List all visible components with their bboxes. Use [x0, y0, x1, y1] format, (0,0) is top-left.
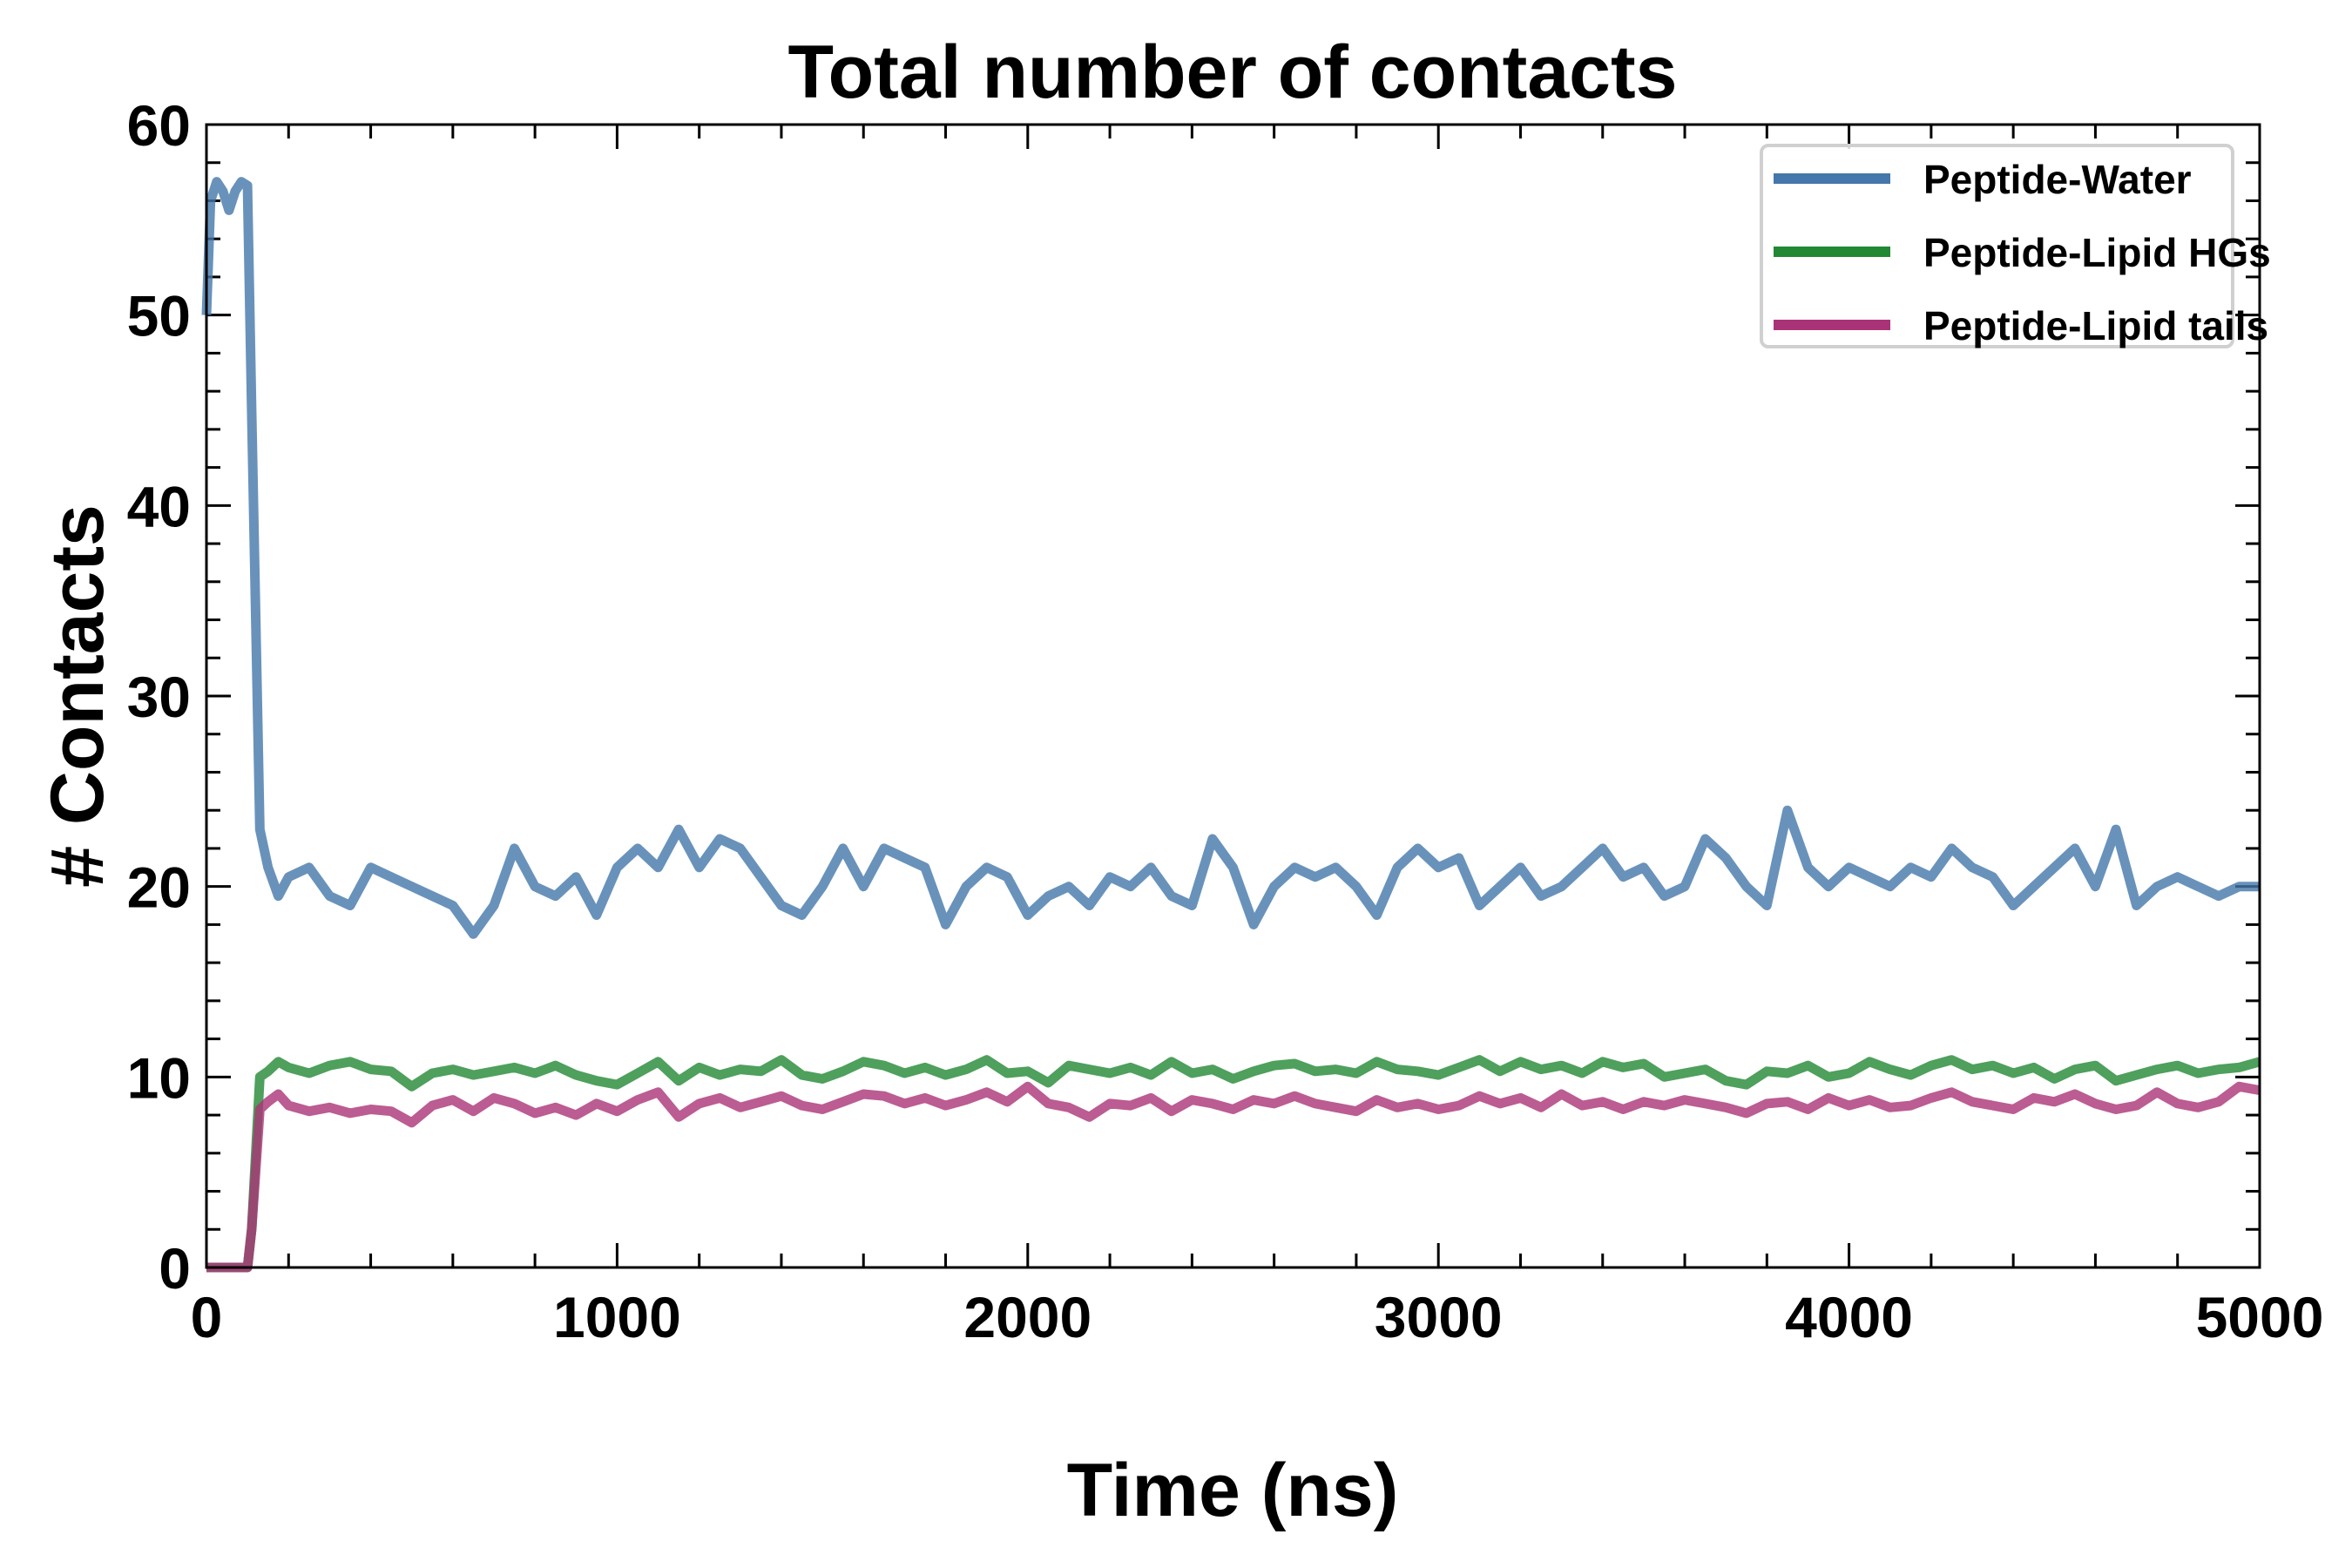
x-axis-label: Time (ns) [1067, 1449, 1399, 1532]
y-tick-label: 10 [127, 1045, 191, 1110]
x-tick-label: 2000 [963, 1285, 1092, 1349]
x-tick-label: 4000 [1785, 1285, 1913, 1349]
y-tick-label: 50 [127, 284, 191, 348]
legend-label: Peptide-Lipid tails [1923, 303, 2268, 348]
series-lines [201, 177, 2261, 1273]
y-tick-label: 20 [127, 855, 191, 920]
y-tick-label: 30 [127, 665, 191, 729]
x-tick-label: 5000 [2196, 1285, 2324, 1349]
series-line-peptide-lipid-tails [206, 1081, 2261, 1273]
legend-box [1760, 144, 2234, 348]
chart-title: Total number of contacts [788, 30, 1678, 114]
legend-label: Peptide-Lipid HGs [1923, 230, 2271, 275]
tick-labels: 0 1000 2000 3000 4000 5000 0 10 20 30 40 50 60 [127, 93, 2324, 1349]
series-line-peptide-lipid-hgs [206, 1055, 2261, 1273]
legend: Peptide-Water Peptide-Lipid HGs Peptide-Li… [1760, 144, 2271, 348]
axis-ticks [205, 123, 2261, 1269]
x-tick-label: 1000 [553, 1285, 681, 1349]
series-line-peptide-water [201, 177, 2260, 939]
x-tick-label: 0 [191, 1285, 223, 1349]
y-tick-label: 40 [127, 474, 191, 538]
y-tick-label: 0 [159, 1236, 191, 1301]
legend-label: Peptide-Water [1923, 157, 2192, 202]
y-tick-label: 60 [127, 93, 191, 158]
plot-frame [205, 123, 2261, 1269]
x-tick-label: 3000 [1375, 1285, 1503, 1349]
y-axis-label: # Contacts [36, 504, 119, 888]
